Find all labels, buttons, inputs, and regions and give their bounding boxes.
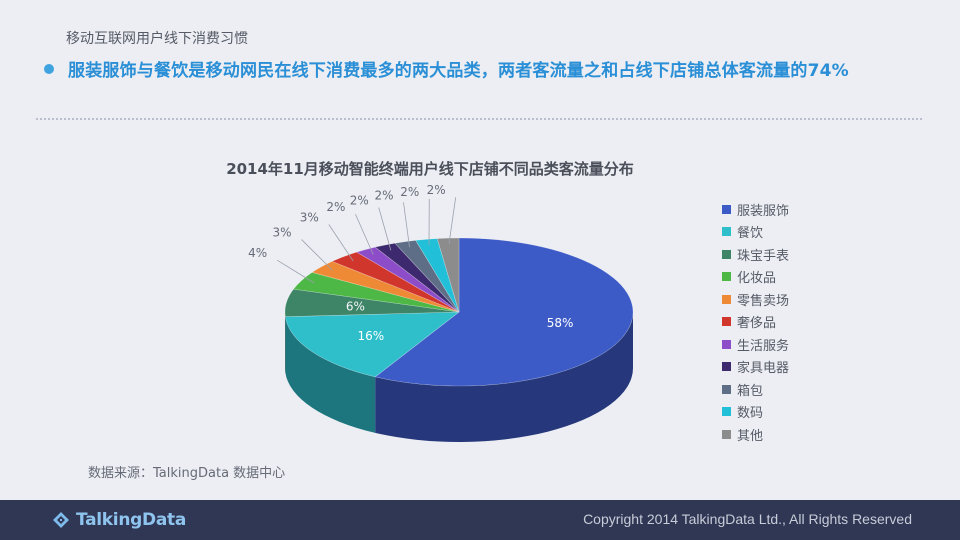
pie-slice-0: [374, 237, 634, 387]
pie-labels: 58% 16% 6% 4% 3% 3% 2% 2% 2% 2% 2%: [248, 183, 573, 343]
legend-label: 数码: [737, 406, 764, 422]
pie-slice-5: [331, 251, 460, 313]
legend-item: 服装服饰: [722, 198, 789, 221]
leader-line-7: [378, 207, 392, 251]
pie-slice-1: [284, 311, 460, 378]
headline: 服装服饰与餐饮是移动网民在线下消费最多的两大品类，两者客流量之和占线下店铺总体客…: [44, 56, 849, 81]
slice-label-1: 16%: [358, 329, 385, 343]
chart-title: 2014年11月移动智能终端用户线下店铺不同品类客流量分布: [226, 160, 634, 178]
slice-label-4: 3%: [272, 226, 291, 240]
headline-text: 服装服饰与餐饮是移动网民在线下消费最多的两大品类，两者客流量之和占线下店铺总体客…: [68, 61, 849, 81]
legend-item: 珠宝手表: [722, 243, 789, 266]
leader-line-3: [276, 259, 315, 284]
legend-swatch: [722, 227, 731, 237]
legend-label: 化妆品: [737, 271, 777, 287]
pie-slice-9: [415, 238, 460, 313]
slice-label-6: 2%: [326, 200, 345, 214]
pie-slice-7: [374, 242, 460, 313]
legend-label: 零售卖场: [737, 293, 790, 309]
legend-label: 箱包: [737, 383, 764, 399]
slice-label-2: 6%: [346, 299, 365, 313]
legend-swatch: [722, 429, 731, 439]
bullet-icon: [44, 63, 54, 74]
pie-slice-2: [284, 288, 460, 317]
legend-label: 奢侈品: [737, 316, 777, 332]
data-source: 数据来源：TalkingData 数据中心: [88, 466, 286, 481]
brand-logo: TalkingData: [50, 509, 186, 531]
legend-item: 零售卖场: [722, 288, 789, 311]
pie-slice-8: [394, 240, 460, 313]
legend-item: 箱包: [722, 378, 789, 401]
pie-top: [284, 237, 634, 387]
copyright: Copyright 2014 TalkingData Ltd., All Rig…: [583, 511, 912, 527]
pie-slice-6: [355, 246, 460, 313]
slice-label-9: 2%: [400, 185, 419, 199]
footer-bar: TalkingData Copyright 2014 TalkingData L…: [0, 500, 960, 540]
section-label: 移动互联网用户线下消费习惯: [66, 31, 248, 47]
leader-line-10: [448, 197, 457, 245]
legend-item: 家具电器: [722, 356, 789, 379]
legend-item: 奢侈品: [722, 311, 789, 334]
logo-icon: [53, 512, 69, 528]
legend-swatch: [722, 362, 731, 372]
pie-slice-3: [292, 272, 460, 313]
divider: [36, 118, 922, 120]
legend-swatch: [722, 272, 731, 282]
slice-label-8: 2%: [374, 188, 393, 202]
legend-label: 珠宝手表: [737, 248, 790, 264]
legend-swatch: [722, 294, 731, 304]
legend-item: 生活服务: [722, 333, 789, 356]
legend-label: 其他: [737, 428, 764, 444]
leader-line-4: [301, 239, 333, 271]
legend-swatch: [722, 339, 731, 349]
legend-swatch: [722, 407, 731, 417]
legend-label: 服装服饰: [737, 203, 790, 219]
legend-label: 家具电器: [737, 361, 790, 377]
legend-label: 生活服务: [737, 338, 790, 354]
slice-label-10: 2%: [427, 183, 446, 197]
slice-label-0: 58%: [547, 316, 574, 330]
leader-line-8: [403, 202, 410, 248]
legend-label: 餐饮: [737, 226, 764, 242]
legend-swatch: [722, 204, 731, 214]
legend-swatch: [722, 317, 731, 327]
slice-label-3: 4%: [248, 246, 267, 260]
slice-label-5: 3%: [300, 210, 319, 224]
logo-text: TalkingData: [76, 510, 186, 530]
legend-item: 化妆品: [722, 266, 789, 289]
pie-side-1: [285, 316, 376, 433]
leader-line-5: [328, 224, 354, 262]
pie-side-0: [375, 312, 633, 442]
slice-label-7: 2%: [350, 193, 369, 207]
pie-slice-10: [436, 237, 460, 313]
pie-slice-4: [311, 261, 460, 313]
legend-swatch: [722, 249, 731, 259]
legend-item: 餐饮: [722, 221, 789, 244]
legend-item: 数码: [722, 401, 789, 424]
legend-item: 其他: [722, 423, 789, 446]
pie-sides: [285, 312, 633, 442]
legend-swatch: [722, 384, 731, 394]
leader-line-6: [355, 213, 374, 255]
chart-legend: 服装服饰餐饮珠宝手表化妆品零售卖场奢侈品生活服务家具电器箱包数码其他: [722, 198, 789, 446]
